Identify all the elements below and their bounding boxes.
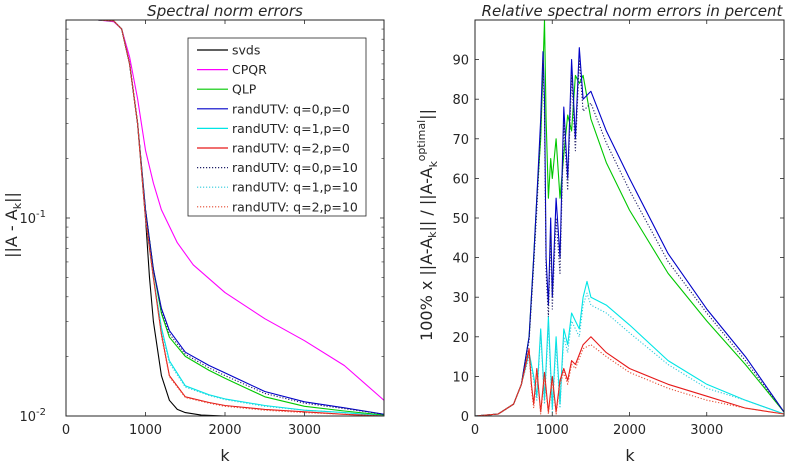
right-x-tick-label: 2000 [613,423,646,438]
right-y-tick-label: 60 [452,172,469,187]
left-panel: Spectral norm errors 0 1000 2000 3000 10-1 10… [2,2,385,465]
right-x-axis-label: k [625,446,635,465]
left-y-tick-label: 10-1 [19,209,46,227]
right-y-tick-label: 20 [452,331,469,346]
right-y-tick-label: 30 [452,291,469,306]
right-x-tick-label: 0 [471,423,479,438]
legend-label-cpqr: CPQR [232,62,267,77]
left-x-tick-label: 2000 [208,423,241,438]
legend-label-svds: svds [232,43,260,58]
legend-label-randutv-q-2-p-10: randUTV: q=2,p=10 [232,199,358,214]
right-series-randutv-q-1-p-0 [475,280,784,416]
left-x-axis-label: k [220,446,230,465]
legend-box [187,37,367,217]
right-y-tick-label: 0 [461,410,469,425]
left-legend: svds CPQR QLP randUTV: q=0,p=0 randUTV: q=1,… [187,37,367,217]
right-chart-title: Relative spectral norm errors in percent [482,2,784,20]
left-chart-title: Spectral norm errors [147,2,303,20]
right-series-randutv-q-0-p-0 [475,47,784,416]
left-y-tick-label: 10-2 [19,407,46,425]
legend-label-randutv-q-0-p-10: randUTV: q=0,p=10 [232,160,358,175]
right-series-randutv-q-2-p-10 [475,344,784,416]
right-y-tick-label: 80 [452,93,469,108]
left-x-tick-label: 0 [62,423,70,438]
right-panel: Relative spectral norm errors in percent… [415,2,785,465]
svg-text:||A - Ak||: ||A - Ak|| [2,192,24,258]
legend-label-randutv-q-1-p-10: randUTV: q=1,p=10 [232,180,358,195]
right-x-tick-label: 1000 [536,423,569,438]
right-y-tick-label: 10 [452,370,469,385]
right-plot-frame [474,19,785,417]
right-x-tick-label: 3000 [690,423,723,438]
right-y-tick-label: 70 [452,133,469,148]
left-x-tick-label: 3000 [288,423,321,438]
left-y-axis-label: ||A - Ak|| [2,192,24,258]
right-series-randutv-q-2-p-0 [475,336,784,416]
right-y-axis-label: 100% x ||A-Ak|| / ||A-Akoptimal|| [415,109,440,341]
legend-label-qlp: QLP [232,82,257,97]
svg-text:100% x ||A-Ak|| / ||A-Akoptima: 100% x ||A-Ak|| / ||A-Akoptimal|| [415,109,440,341]
right-y-tick-label: 40 [452,252,469,267]
left-series-randutv-q-1-p-10 [66,20,384,416]
right-y-tick-label: 90 [452,54,469,69]
left-x-tick-label: 1000 [129,423,162,438]
legend-label-randutv-q-2-p-0: randUTV: q=2,p=0 [232,141,350,156]
legend-label-randutv-q-1-p-0: randUTV: q=1,p=0 [232,121,350,136]
right-y-tick-label: 50 [452,212,469,227]
legend-label-randutv-q-0-p-0: randUTV: q=0,p=0 [232,101,350,116]
right-series-qlp [475,20,784,416]
right-series-randutv-q-0-p-10 [475,59,784,416]
